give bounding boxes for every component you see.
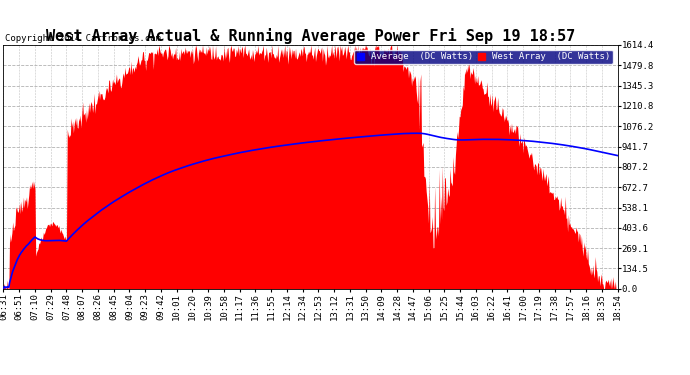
Legend: Average  (DC Watts), West Array  (DC Watts): Average (DC Watts), West Array (DC Watts… — [354, 50, 613, 64]
Title: West Array Actual & Running Average Power Fri Sep 19 18:57: West Array Actual & Running Average Powe… — [46, 28, 575, 44]
Text: Copyright 2014 Cartronics.com: Copyright 2014 Cartronics.com — [5, 34, 161, 43]
